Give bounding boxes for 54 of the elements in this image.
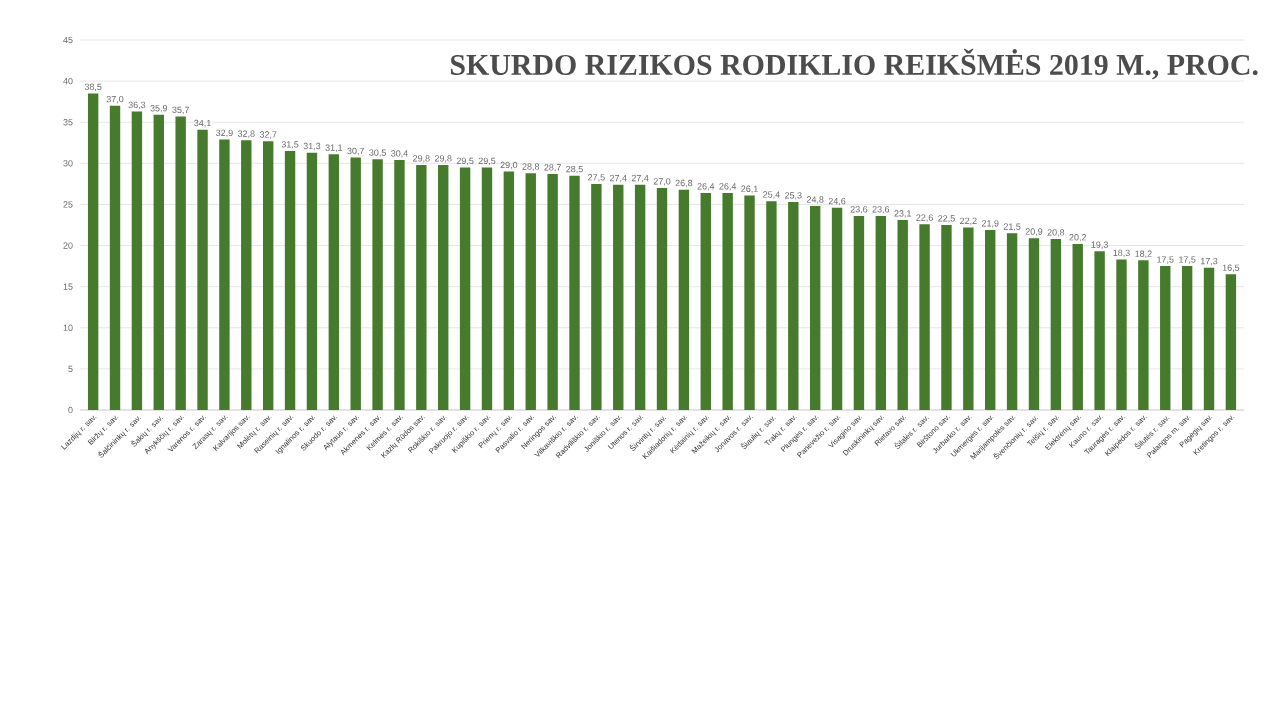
bar [153,114,164,410]
bar [175,116,186,410]
bar [1050,238,1062,410]
bar [1006,233,1018,410]
bar [503,171,515,410]
bar [328,154,340,410]
bar [941,225,952,410]
bar [1225,274,1237,410]
bar [459,167,471,410]
bar [1138,260,1149,410]
bar [241,140,252,410]
bar [591,183,602,410]
bar [744,195,755,410]
bar [700,192,711,410]
bar [438,164,449,410]
bar [394,160,405,410]
bar [919,224,930,410]
bar [788,201,799,410]
bar [853,215,865,410]
bar [963,227,974,410]
bar [1181,266,1193,410]
bar [284,151,296,410]
bar [547,174,558,410]
bar [613,184,624,410]
bar [678,189,690,410]
bar [1028,238,1040,410]
bar [262,141,274,410]
chart-title: SKURDO RIZIKOS RODIKLIO REIKŠMĖS 2019 M., PROC. [450,48,1258,80]
bar [372,159,383,410]
bar [109,105,121,410]
bar [219,139,230,410]
bar [809,206,821,410]
bar [722,192,733,410]
bar [875,215,887,410]
bar [306,152,318,410]
bar [831,207,843,410]
bar [897,220,908,410]
bar [634,184,646,410]
bar [1072,243,1083,410]
bar [1203,267,1215,410]
bar [197,129,208,410]
bar [1160,266,1171,410]
bar [1116,259,1127,410]
bar [87,93,99,410]
bar [766,201,777,410]
bar [569,175,580,410]
bar [350,157,361,410]
bar [525,173,536,410]
bar [131,111,143,410]
bar [985,229,996,410]
bar [1094,251,1105,410]
bar [416,164,427,410]
bar [481,167,493,410]
bar [656,188,668,410]
